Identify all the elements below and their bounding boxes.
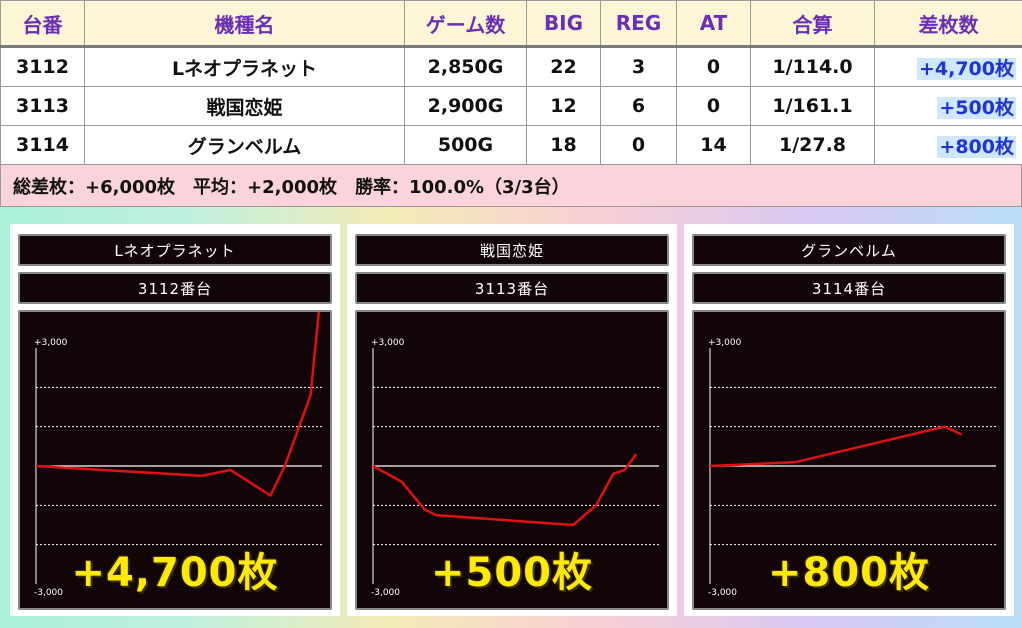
table-row: 3113 戦国恋姫 2,900G 12 6 0 1/161.1 +500枚 <box>0 86 1022 126</box>
cell-machine-name: Lネオプラネット <box>84 46 405 87</box>
diff-chart: +3,000 -3,000 +4,700枚 <box>18 310 332 610</box>
machine-panel-3114: グランベルム 3114番台 +3,000 -3,000 +800枚 <box>684 224 1014 616</box>
cell-big: 22 <box>526 46 601 87</box>
cell-diff: +4,700枚 <box>874 46 1022 87</box>
panel-diff-value: +500枚 <box>430 550 593 596</box>
cell-machine-name: 戦国恋姫 <box>84 86 405 126</box>
cell-unit-no: 3112 <box>0 46 85 87</box>
y-min-label: -3,000 <box>34 588 63 598</box>
panel-unit-no: 3114番台 <box>692 272 1006 304</box>
header-machine-name: 機種名 <box>84 0 405 48</box>
panel-diff-value: +4,700枚 <box>71 550 279 596</box>
cell-games: 2,900G <box>404 86 527 126</box>
cell-unit-no: 3114 <box>0 125 85 165</box>
cell-at: 0 <box>676 86 751 126</box>
header-at: AT <box>676 0 751 48</box>
cell-combined-rate: 1/114.0 <box>750 46 875 87</box>
cell-diff-value: +800枚 <box>937 135 1016 158</box>
cell-reg: 6 <box>600 86 677 126</box>
header-diff: 差枚数 <box>874 0 1022 48</box>
table-row: 3112 Lネオプラネット 2,850G 22 3 0 1/114.0 +4,7… <box>0 46 1022 87</box>
chart-svg: +3,000 -3,000 <box>708 338 996 598</box>
summary-bar: 総差枚：+6,000枚 平均：+2,000枚 勝率：100.0%（3/3台） <box>0 165 1022 207</box>
cell-combined-rate: 1/161.1 <box>750 86 875 126</box>
header-unit-no: 台番 <box>0 0 85 48</box>
cell-big: 18 <box>526 125 601 165</box>
results-table-section: 台番 機種名 ゲーム数 BIG REG AT 合算 差枚数 3112 Lネオプラ… <box>0 0 1022 207</box>
cell-diff: +800枚 <box>874 125 1022 165</box>
machine-panel-3112: Lネオプラネット 3112番台 +3,000 -3,000 +4,700枚 <box>10 224 340 616</box>
summary-average: 平均：+2,000枚 <box>193 176 338 198</box>
cell-diff-value: +500枚 <box>937 96 1016 119</box>
panel-machine-name: 戦国恋姫 <box>355 234 669 266</box>
table-header-row: 台番 機種名 ゲーム数 BIG REG AT 合算 差枚数 <box>0 0 1022 48</box>
cell-at: 0 <box>676 46 751 87</box>
panel-machine-name: Lネオプラネット <box>18 234 332 266</box>
cell-at: 14 <box>676 125 751 165</box>
cell-reg: 0 <box>600 125 677 165</box>
y-max-label: +3,000 <box>34 338 68 348</box>
cell-combined-rate: 1/27.8 <box>750 125 875 165</box>
cell-diff-value: +4,700枚 <box>916 57 1016 80</box>
diff-series-line <box>709 425 963 468</box>
y-max-label: +3,000 <box>708 338 742 348</box>
y-min-label: -3,000 <box>708 588 737 598</box>
y-min-label: -3,000 <box>371 588 400 598</box>
summary-total: 総差枚：+6,000枚 <box>13 176 176 198</box>
panel-diff-value: +800枚 <box>767 550 930 596</box>
results-table: 台番 機種名 ゲーム数 BIG REG AT 合算 差枚数 3112 Lネオプラ… <box>0 0 1022 165</box>
machine-panel-3113: 戦国恋姫 3113番台 +3,000 -3,000 +500枚 <box>347 224 677 616</box>
summary-win-rate: 勝率：100.0%（3/3台） <box>355 176 570 198</box>
cell-reg: 3 <box>600 46 677 87</box>
chart-svg: +3,000 -3,000 <box>371 338 659 598</box>
table-row: 3114 グランベルム 500G 18 0 14 1/27.8 +800枚 <box>0 125 1022 165</box>
panel-unit-no: 3112番台 <box>18 272 332 304</box>
panel-unit-no: 3113番台 <box>355 272 669 304</box>
diff-series-line <box>372 453 638 527</box>
cell-machine-name: グランベルム <box>84 125 405 165</box>
panel-machine-name: グランベルム <box>692 234 1006 266</box>
cell-games: 2,850G <box>404 46 527 87</box>
diff-series-line <box>35 312 321 497</box>
diff-chart: +3,000 -3,000 +500枚 <box>355 310 669 610</box>
chart-svg: +3,000 -3,000 <box>34 312 322 598</box>
cell-unit-no: 3113 <box>0 86 85 126</box>
y-max-label: +3,000 <box>371 338 405 348</box>
header-reg: REG <box>600 0 677 48</box>
header-games: ゲーム数 <box>404 0 527 48</box>
cell-big: 12 <box>526 86 601 126</box>
diff-chart: +3,000 -3,000 +800枚 <box>692 310 1006 610</box>
header-combined-rate: 合算 <box>750 0 875 48</box>
cell-diff: +500枚 <box>874 86 1022 126</box>
cell-games: 500G <box>404 125 527 165</box>
header-big: BIG <box>526 0 601 48</box>
